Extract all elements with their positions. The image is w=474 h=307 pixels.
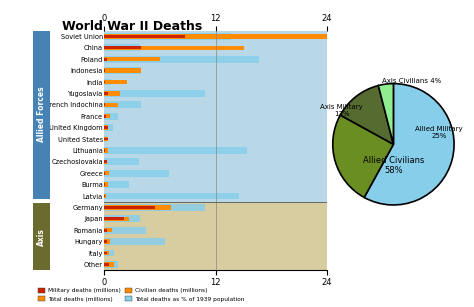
- Bar: [104, 45, 140, 51]
- Bar: [104, 65, 327, 76]
- Bar: [104, 148, 108, 153]
- Bar: [104, 172, 105, 175]
- Bar: [104, 168, 327, 179]
- Bar: [104, 240, 107, 243]
- Bar: [104, 194, 106, 198]
- Bar: [104, 161, 107, 163]
- Bar: [104, 133, 327, 145]
- Bar: [104, 236, 327, 247]
- Bar: [104, 138, 108, 141]
- Wedge shape: [378, 84, 393, 144]
- Bar: [104, 217, 124, 220]
- Bar: [104, 136, 107, 142]
- Wedge shape: [333, 115, 393, 197]
- Bar: [104, 224, 327, 236]
- Bar: [104, 170, 169, 177]
- Bar: [104, 183, 105, 186]
- Bar: [104, 228, 112, 232]
- Bar: [104, 113, 118, 120]
- Bar: [104, 262, 114, 266]
- Bar: [104, 192, 239, 200]
- Bar: [104, 67, 141, 74]
- Text: Axis: Axis: [37, 228, 46, 246]
- Bar: [104, 252, 107, 255]
- Bar: [104, 126, 109, 130]
- Text: Axis Military
13%: Axis Military 13%: [320, 104, 363, 117]
- Bar: [104, 58, 107, 60]
- Bar: [104, 81, 105, 84]
- Bar: [104, 251, 109, 255]
- Bar: [104, 126, 108, 129]
- Bar: [104, 263, 109, 266]
- Bar: [104, 35, 185, 38]
- Bar: [104, 181, 129, 188]
- Bar: [104, 156, 327, 168]
- Bar: [104, 179, 327, 190]
- Bar: [104, 216, 139, 222]
- Bar: [104, 202, 327, 213]
- Bar: [104, 247, 327, 259]
- Text: Axis Civilians 4%: Axis Civilians 4%: [382, 78, 441, 84]
- Legend: Military deaths (millions), Total deaths (millions), Civilian deaths (millions),: Military deaths (millions), Total deaths…: [36, 286, 246, 304]
- Bar: [104, 31, 327, 42]
- Bar: [104, 124, 113, 131]
- Bar: [104, 213, 327, 224]
- Text: World War II Deaths: World War II Deaths: [62, 20, 202, 33]
- Bar: [104, 111, 327, 122]
- Bar: [104, 158, 138, 165]
- Bar: [104, 227, 146, 234]
- Bar: [104, 259, 327, 270]
- Bar: [104, 88, 327, 99]
- Bar: [104, 42, 327, 53]
- Bar: [104, 46, 141, 49]
- Bar: [104, 76, 327, 88]
- Bar: [104, 90, 205, 97]
- Wedge shape: [340, 86, 393, 144]
- Bar: [104, 147, 247, 154]
- Bar: [104, 56, 259, 63]
- Bar: [104, 80, 128, 84]
- Bar: [104, 261, 118, 268]
- Bar: [104, 92, 109, 95]
- Bar: [104, 190, 327, 202]
- Bar: [104, 91, 120, 95]
- Bar: [104, 99, 327, 111]
- Bar: [104, 238, 164, 245]
- Text: Allied Military
25%: Allied Military 25%: [415, 126, 463, 139]
- Bar: [104, 206, 155, 209]
- Bar: [104, 68, 141, 73]
- Bar: [104, 53, 327, 65]
- Bar: [104, 122, 327, 133]
- Bar: [104, 205, 171, 210]
- Text: Allied Forces: Allied Forces: [37, 87, 46, 142]
- Bar: [104, 204, 205, 211]
- Bar: [104, 115, 106, 118]
- Bar: [104, 57, 160, 61]
- Bar: [104, 46, 244, 50]
- Text: Allied Civilians
58%: Allied Civilians 58%: [363, 156, 424, 175]
- Bar: [104, 145, 327, 156]
- Bar: [104, 229, 107, 232]
- Wedge shape: [364, 84, 454, 205]
- Bar: [104, 101, 141, 108]
- Bar: [104, 33, 231, 40]
- Bar: [104, 137, 108, 141]
- Bar: [104, 217, 129, 221]
- Bar: [104, 239, 109, 244]
- Bar: [104, 182, 108, 187]
- Bar: [104, 250, 114, 256]
- Bar: [104, 34, 351, 39]
- Bar: [104, 79, 111, 85]
- Bar: [104, 114, 110, 119]
- Bar: [104, 103, 118, 107]
- Bar: [104, 160, 108, 164]
- Bar: [104, 171, 109, 175]
